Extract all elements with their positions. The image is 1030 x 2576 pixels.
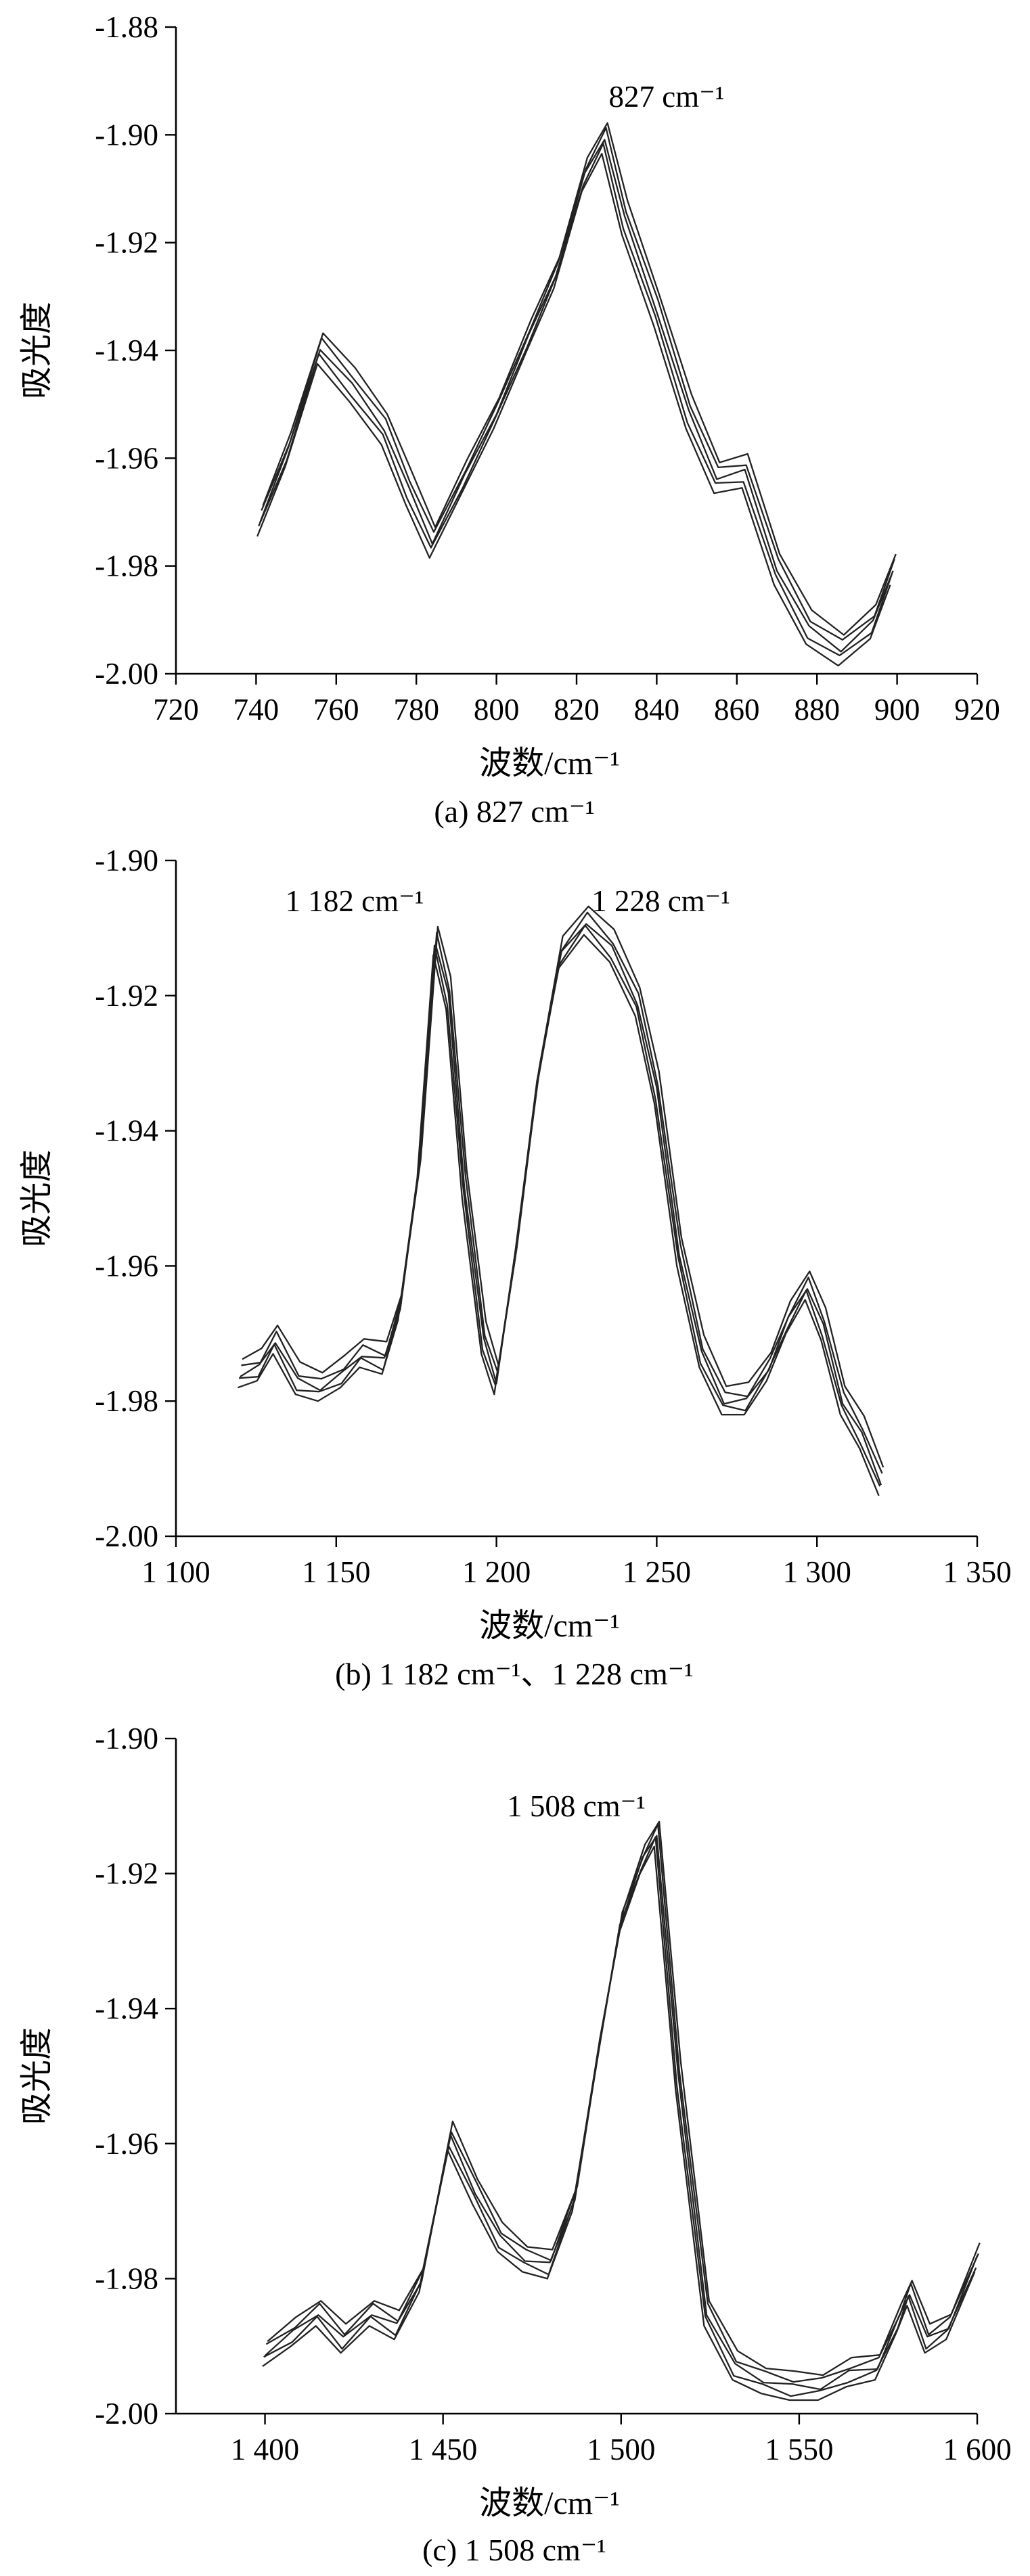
x-tick-label: 760 [313, 693, 359, 727]
y-tick-label: -1.88 [95, 10, 158, 44]
x-tick-label: 740 [233, 693, 279, 727]
x-tick-label: 1 450 [409, 2433, 477, 2466]
x-tick-label: 780 [393, 693, 439, 727]
y-tick-label: -1.96 [95, 1249, 158, 1283]
spectrum-line-3 [240, 923, 882, 1486]
x-axis-title: 波数/cm⁻¹ [479, 1608, 620, 1644]
y-tick-label: -1.96 [95, 2127, 158, 2161]
peak-annotation: 827 cm⁻¹ [608, 80, 724, 114]
spectrum-line-5 [242, 905, 885, 1468]
x-tick-label: 1 200 [462, 1555, 531, 1589]
y-tick-label: -1.96 [95, 441, 158, 475]
x-tick-label: 1 550 [765, 2433, 833, 2466]
y-tick-label: -1.94 [95, 334, 158, 367]
y-tick-label: -2.00 [95, 657, 158, 691]
spectrum-line-1 [238, 934, 880, 1496]
spectrum-line-2 [258, 142, 893, 657]
x-axis-title: 波数/cm⁻¹ [479, 745, 620, 781]
y-tick-label: -1.90 [95, 118, 158, 152]
x-tick-label: 1 150 [302, 1555, 370, 1589]
x-tick-label: 880 [794, 693, 840, 727]
figure-caption: (a) 827 cm⁻¹ [434, 794, 594, 829]
x-tick-label: 920 [954, 693, 1000, 727]
x-tick-label: 1 600 [943, 2433, 1011, 2466]
x-axis-title: 波数/cm⁻¹ [479, 2485, 620, 2521]
spectrum-line-5 [262, 122, 897, 636]
chart-panel-2: -1.90 -1.92 -1.94 -1.96 -1.98 -2.001 100 1 150… [18, 844, 1012, 1691]
y-tick-label: -1.94 [95, 1114, 158, 1148]
x-tick-label: 720 [153, 693, 199, 727]
peak-annotation: 1 508 cm⁻¹ [507, 1789, 646, 1823]
spectrum-line-1 [256, 153, 891, 667]
peak-annotation: 1 228 cm⁻¹ [591, 884, 730, 918]
x-tick-label: 860 [714, 693, 760, 727]
y-tick-label: -1.94 [95, 1992, 158, 2025]
x-tick-label: 1 250 [623, 1555, 691, 1589]
figure-caption: (b) 1 182 cm⁻¹、1 228 cm⁻¹ [335, 1657, 694, 1691]
y-tick-label: -1.92 [95, 226, 158, 260]
spectrum-line-4 [261, 127, 895, 641]
x-tick-label: 820 [554, 693, 600, 727]
y-tick-label: -2.00 [95, 1519, 158, 1553]
y-axis-title: 吸光度 [18, 302, 55, 399]
x-tick-label: 1 300 [783, 1555, 851, 1589]
spectrum-line-1 [262, 1845, 976, 2401]
y-tick-label: -1.90 [95, 1722, 158, 1755]
y-tick-label: -1.98 [95, 2261, 158, 2295]
y-tick-label: -1.90 [95, 844, 158, 877]
x-tick-label: 840 [634, 693, 680, 727]
y-tick-label: -2.00 [95, 2397, 158, 2431]
x-tick-label: 1 350 [943, 1555, 1011, 1589]
y-tick-label: -1.92 [95, 1857, 158, 1891]
x-tick-label: 1 500 [587, 2433, 655, 2466]
y-axis-title: 吸光度 [18, 1149, 55, 1247]
spectrum-line-3 [259, 139, 894, 653]
figure-caption: (c) 1 508 cm⁻¹ [422, 2533, 606, 2567]
y-tick-label: -1.98 [95, 1384, 158, 1418]
y-tick-label: -1.98 [95, 549, 158, 583]
spectrum-line-4 [265, 1823, 979, 2383]
spectrum-line-3 [264, 1835, 979, 2391]
x-tick-label: 1 400 [231, 2433, 299, 2466]
peak-annotation: 1 182 cm⁻¹ [286, 884, 424, 918]
y-axis-title: 吸光度 [18, 2027, 55, 2125]
spectrum-line-2 [239, 924, 881, 1487]
y-tick-label: -1.92 [95, 979, 158, 1013]
x-tick-label: 1 100 [141, 1555, 210, 1589]
x-tick-label: 900 [874, 693, 920, 727]
x-tick-label: 800 [474, 693, 520, 727]
spectrum-line-2 [263, 1836, 977, 2397]
chart-panel-3: -1.90 -1.92 -1.94 -1.96 -1.98 -2.00 1 400 1 450… [18, 1722, 1012, 2567]
spectrum-line-5 [267, 1820, 981, 2376]
